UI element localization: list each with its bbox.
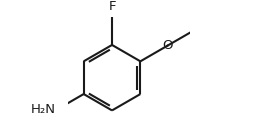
Text: F: F <box>108 0 116 13</box>
Text: H₂N: H₂N <box>31 103 56 116</box>
Text: O: O <box>162 39 173 52</box>
